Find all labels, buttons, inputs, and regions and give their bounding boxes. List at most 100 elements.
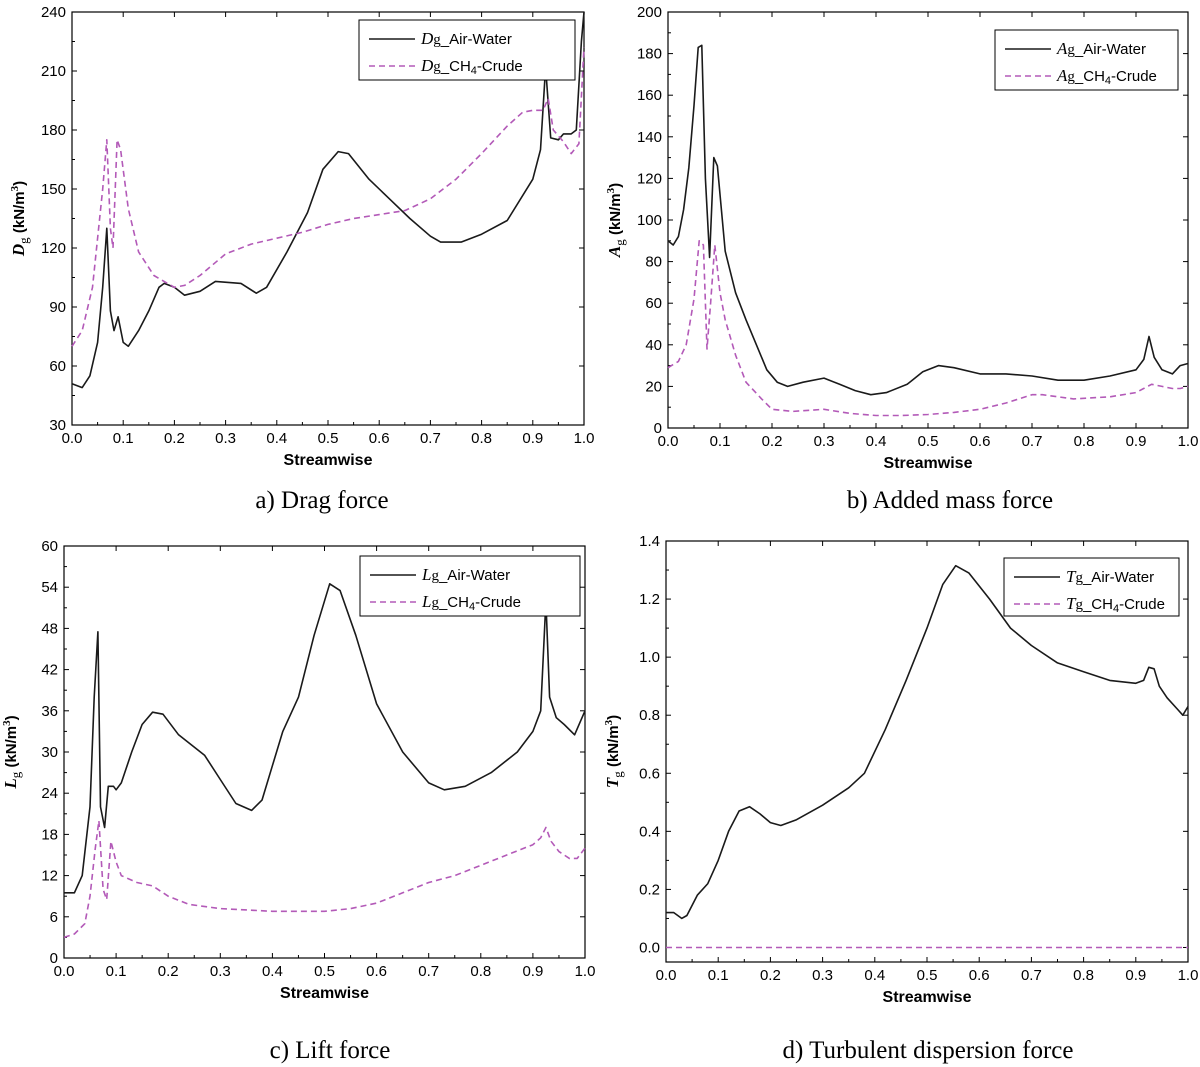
y-axis-unit: (kN/m [607,193,624,235]
x-tick-label: 0.9 [522,963,543,980]
legend-label: Dg_CH4-Crude [420,56,523,77]
x-tick-label: 0.1 [113,430,134,447]
y-tick-label: 30 [41,744,58,761]
x-tick-label: 0.7 [1021,967,1042,984]
chart-panel-c: 0.0 0.1 0.2 0.3 0.4 0.5 0.6 0.7 0.8 0.9 1.0 0 6 12 18 2… [1,538,595,1064]
legend: Lg_Air-Water Lg_CH4-Crude [359,555,581,617]
y-axis-subscript: g [16,237,31,244]
y-tick-label: 60 [645,295,662,312]
x-axis-label: Streamwise [280,985,369,1002]
x-tick-label: 1.0 [1178,967,1199,984]
legend-subscript: g [433,32,441,48]
y-tick-label: 0.6 [639,765,660,782]
y-axis-close: ) [605,715,622,720]
y-axis-label: Ag (kN/m3) [605,183,627,258]
y-tick-label: 0.0 [639,939,660,956]
legend-label: Dg_Air-Water [420,29,512,48]
x-tick-label: 0.5 [918,433,939,450]
legend-symbol: L [421,592,431,611]
x-tick-label: 0.2 [762,433,783,450]
panel-caption: c) Lift force [270,1037,391,1064]
y-axis-close: ) [11,181,28,186]
y-axis-subscript: g [612,239,627,246]
x-tick-label: 0.0 [62,430,83,447]
y-tick-label: 1.2 [639,591,660,608]
chart-panel-a: 0.0 0.1 0.2 0.3 0.4 0.5 0.6 0.7 0.8 0.9 1.0 30 60 90 1… [9,4,594,514]
y-tick-label: 48 [41,620,58,637]
x-tick-label: 0.2 [760,967,781,984]
series-line-air-water [666,564,1189,920]
y-axis-subscript: g [610,771,625,778]
y-tick-label: 0.8 [639,707,660,724]
y-axis-exponent: 3 [603,719,615,725]
y-tick-label: 180 [637,46,662,63]
y-tick-label: 12 [41,868,58,885]
y-tick-label: 90 [49,299,66,316]
legend-subscript: g [1067,42,1075,58]
legend-text-part: _Air-Water [440,31,512,48]
x-tick-label: 0.9 [522,430,543,447]
legend-subscript: g [1075,597,1083,613]
x-tick-label: 0.0 [656,967,677,984]
y-tick-label: 54 [41,579,58,596]
y-tick-label: 100 [637,212,662,229]
x-tick-label: 0.1 [708,967,729,984]
y-axis-exponent: 3 [9,185,21,191]
y-tick-label: 18 [41,826,58,843]
x-tick-label: 0.4 [266,430,287,447]
x-tick-label: 0.8 [470,963,491,980]
x-tick-label: 0.8 [1073,967,1094,984]
x-tick-label: 0.1 [106,963,127,980]
y-tick-label: 180 [41,122,66,139]
x-tick-label: 0.3 [215,430,236,447]
legend-text-part: _Air-Water [1074,41,1146,58]
y-axis-close: ) [3,715,20,720]
y-axis-label: Tg (kN/m3) [603,715,625,788]
series-line-ch4-crude [71,47,585,347]
legend-label: Tg_CH4-Crude [1066,594,1165,615]
panel-caption: d) Turbulent dispersion force [783,1037,1074,1064]
legend-subscript-2: 4 [1105,75,1111,87]
legend-box [1003,557,1180,617]
y-tick-label: 0 [654,420,662,437]
legend-box [358,19,576,81]
y-tick-label: 60 [41,538,58,555]
y-axis-label: Dg (kN/m3) [9,181,31,257]
legend-symbol: L [421,565,431,584]
legend-subscript-2: 4 [469,601,475,613]
legend-subscript-2: 4 [1113,603,1119,615]
x-tick-label: 0.6 [366,963,387,980]
y-tick-label: 240 [41,4,66,21]
y-tick-label: 0.2 [639,881,660,898]
x-tick-label: 0.2 [158,963,179,980]
series-line-air-water [64,583,586,894]
legend-text-part: _Air-Water [1082,569,1154,586]
legend-box [359,555,581,617]
x-axis-label: Streamwise [284,452,373,469]
legend-label: Lg_CH4-Crude [421,592,521,613]
legend-symbol: A [1056,39,1068,58]
x-tick-label: 0.0 [658,433,679,450]
x-tick-label: 0.6 [970,433,991,450]
x-tick-label: 0.6 [969,967,990,984]
x-tick-label: 1.0 [574,430,595,447]
legend-label: Lg_Air-Water [421,565,510,584]
x-tick-label: 0.9 [1125,967,1146,984]
y-axis-close: ) [607,183,624,188]
y-axis-symbol: A [605,246,624,258]
y-tick-label: 200 [637,4,662,21]
y-tick-label: 0 [50,950,58,967]
y-tick-label: 20 [645,378,662,395]
x-tick-label: 0.3 [812,967,833,984]
y-tick-label: 0.4 [639,823,660,840]
y-axis-exponent: 3 [605,187,617,193]
legend-symbol: D [420,56,434,75]
series-line-air-water [667,44,1189,396]
legend-text-part: _CH [1074,68,1105,85]
y-tick-label: 120 [41,240,66,257]
y-tick-label: 1.4 [639,533,660,550]
series-line-ch4-crude [667,240,1189,417]
x-tick-label: 0.7 [420,430,441,447]
